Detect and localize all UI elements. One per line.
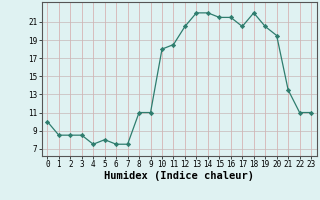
X-axis label: Humidex (Indice chaleur): Humidex (Indice chaleur) bbox=[104, 171, 254, 181]
